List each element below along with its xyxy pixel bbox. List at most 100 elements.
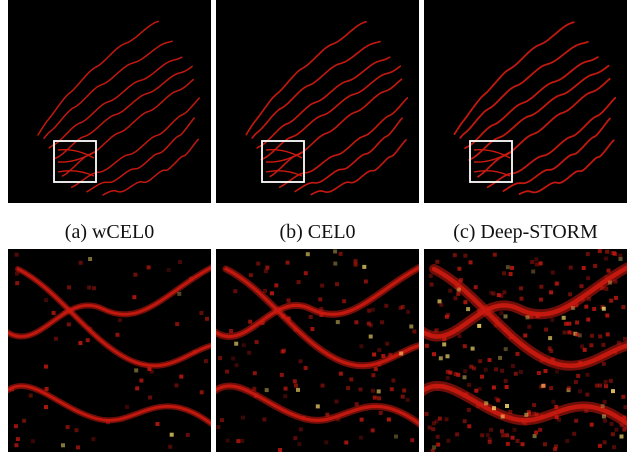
fiber-line — [256, 56, 391, 149]
noise-pixel — [303, 366, 308, 370]
noise-pixel — [455, 432, 460, 437]
fiber-line — [37, 20, 160, 136]
noise-pixel — [233, 289, 238, 294]
fiber-line — [502, 117, 611, 192]
noise-pixel — [585, 252, 590, 257]
fiber-line — [294, 117, 403, 193]
noise-pixel — [568, 265, 573, 270]
fiber-line — [265, 148, 303, 159]
noise-pixel — [555, 281, 560, 286]
noise-pixel — [589, 422, 594, 427]
fiber-line — [477, 77, 611, 178]
fiber-line — [52, 65, 193, 160]
noise-pixel — [88, 257, 93, 261]
noise-pixel — [618, 253, 623, 258]
noise-pixel — [585, 372, 590, 377]
noise-pixel — [550, 357, 555, 362]
noise-pixel — [505, 265, 510, 270]
noise-pixel — [429, 282, 434, 287]
noise-pixel — [437, 416, 442, 421]
zoom-fiber-core — [216, 384, 419, 426]
noise-pixel — [402, 388, 407, 393]
noise-pixel — [293, 436, 298, 441]
fiber-line — [269, 78, 403, 178]
noise-pixel — [385, 341, 390, 346]
noise-pixel — [22, 418, 27, 423]
noise-pixel — [88, 326, 93, 331]
noise-pixel — [220, 418, 224, 423]
noise-pixel — [446, 438, 451, 443]
noise-pixel — [149, 369, 154, 374]
noise-pixel — [134, 368, 139, 373]
noise-pixel — [600, 404, 605, 409]
noise-pixel — [492, 252, 497, 257]
zoom-fiber-core — [224, 267, 419, 368]
noise-pixel — [391, 378, 396, 383]
noise-pixel — [442, 342, 447, 347]
noise-pixel — [622, 427, 627, 432]
fiber-line — [459, 41, 589, 139]
noise-pixel — [44, 364, 48, 369]
fiber-line — [486, 96, 617, 189]
noise-pixel — [427, 425, 432, 430]
noise-pixel — [586, 317, 591, 322]
wcel0-zoom-image — [8, 249, 211, 452]
noise-pixel — [510, 364, 515, 369]
noise-pixel — [484, 401, 489, 406]
noise-pixel — [199, 311, 204, 315]
zoom-fiber-glow — [216, 263, 419, 340]
noise-pixel — [504, 385, 509, 389]
noise-pixel — [381, 353, 386, 358]
noise-pixel — [367, 308, 372, 313]
noise-pixel — [554, 281, 559, 286]
noise-pixel — [595, 383, 599, 388]
noise-pixel — [333, 261, 338, 266]
noise-pixel — [344, 440, 349, 445]
noise-pixel — [78, 341, 83, 345]
noise-pixel — [236, 439, 241, 444]
noise-pixel — [609, 298, 614, 303]
noise-pixel — [549, 349, 554, 353]
noise-pixel — [496, 293, 501, 298]
cel0-full-image — [216, 0, 419, 203]
noise-pixel — [432, 445, 437, 450]
noise-pixel — [576, 373, 581, 378]
noise-pixel — [618, 257, 623, 261]
noise-pixel — [373, 367, 378, 372]
noise-pixel — [66, 322, 71, 327]
fiber-line — [245, 20, 367, 136]
noise-pixel — [320, 283, 325, 288]
noise-pixel — [394, 434, 398, 439]
noise-pixel — [76, 445, 80, 450]
fiber-line — [86, 117, 195, 193]
noise-pixel — [532, 434, 537, 439]
noise-pixel — [409, 324, 414, 329]
noise-pixel — [133, 272, 138, 277]
noise-pixel — [463, 369, 468, 374]
noise-pixel — [494, 317, 499, 322]
fiber-line — [473, 151, 511, 163]
noise-pixel — [519, 286, 523, 291]
noise-pixel — [334, 399, 339, 404]
fiber-line — [57, 148, 95, 159]
fiber-line — [48, 56, 183, 149]
noise-pixel — [539, 284, 544, 289]
noise-pixel — [512, 427, 517, 432]
noise-pixel — [478, 359, 483, 364]
noise-pixel — [248, 273, 253, 278]
noise-pixel — [424, 343, 429, 348]
noise-pixel — [362, 264, 367, 269]
noise-pixel — [278, 448, 283, 452]
noise-pixel — [592, 307, 597, 311]
noise-pixel — [315, 404, 320, 409]
noise-pixel — [623, 405, 627, 410]
noise-pixel — [438, 356, 443, 361]
noise-pixel — [458, 278, 463, 282]
noise-pixel — [526, 410, 531, 415]
noise-pixel — [473, 285, 478, 290]
noise-pixel — [510, 265, 515, 270]
noise-pixel — [283, 386, 288, 391]
fiber-line — [310, 139, 407, 196]
noise-pixel — [155, 422, 160, 426]
zoom-fiber-core — [424, 265, 627, 339]
